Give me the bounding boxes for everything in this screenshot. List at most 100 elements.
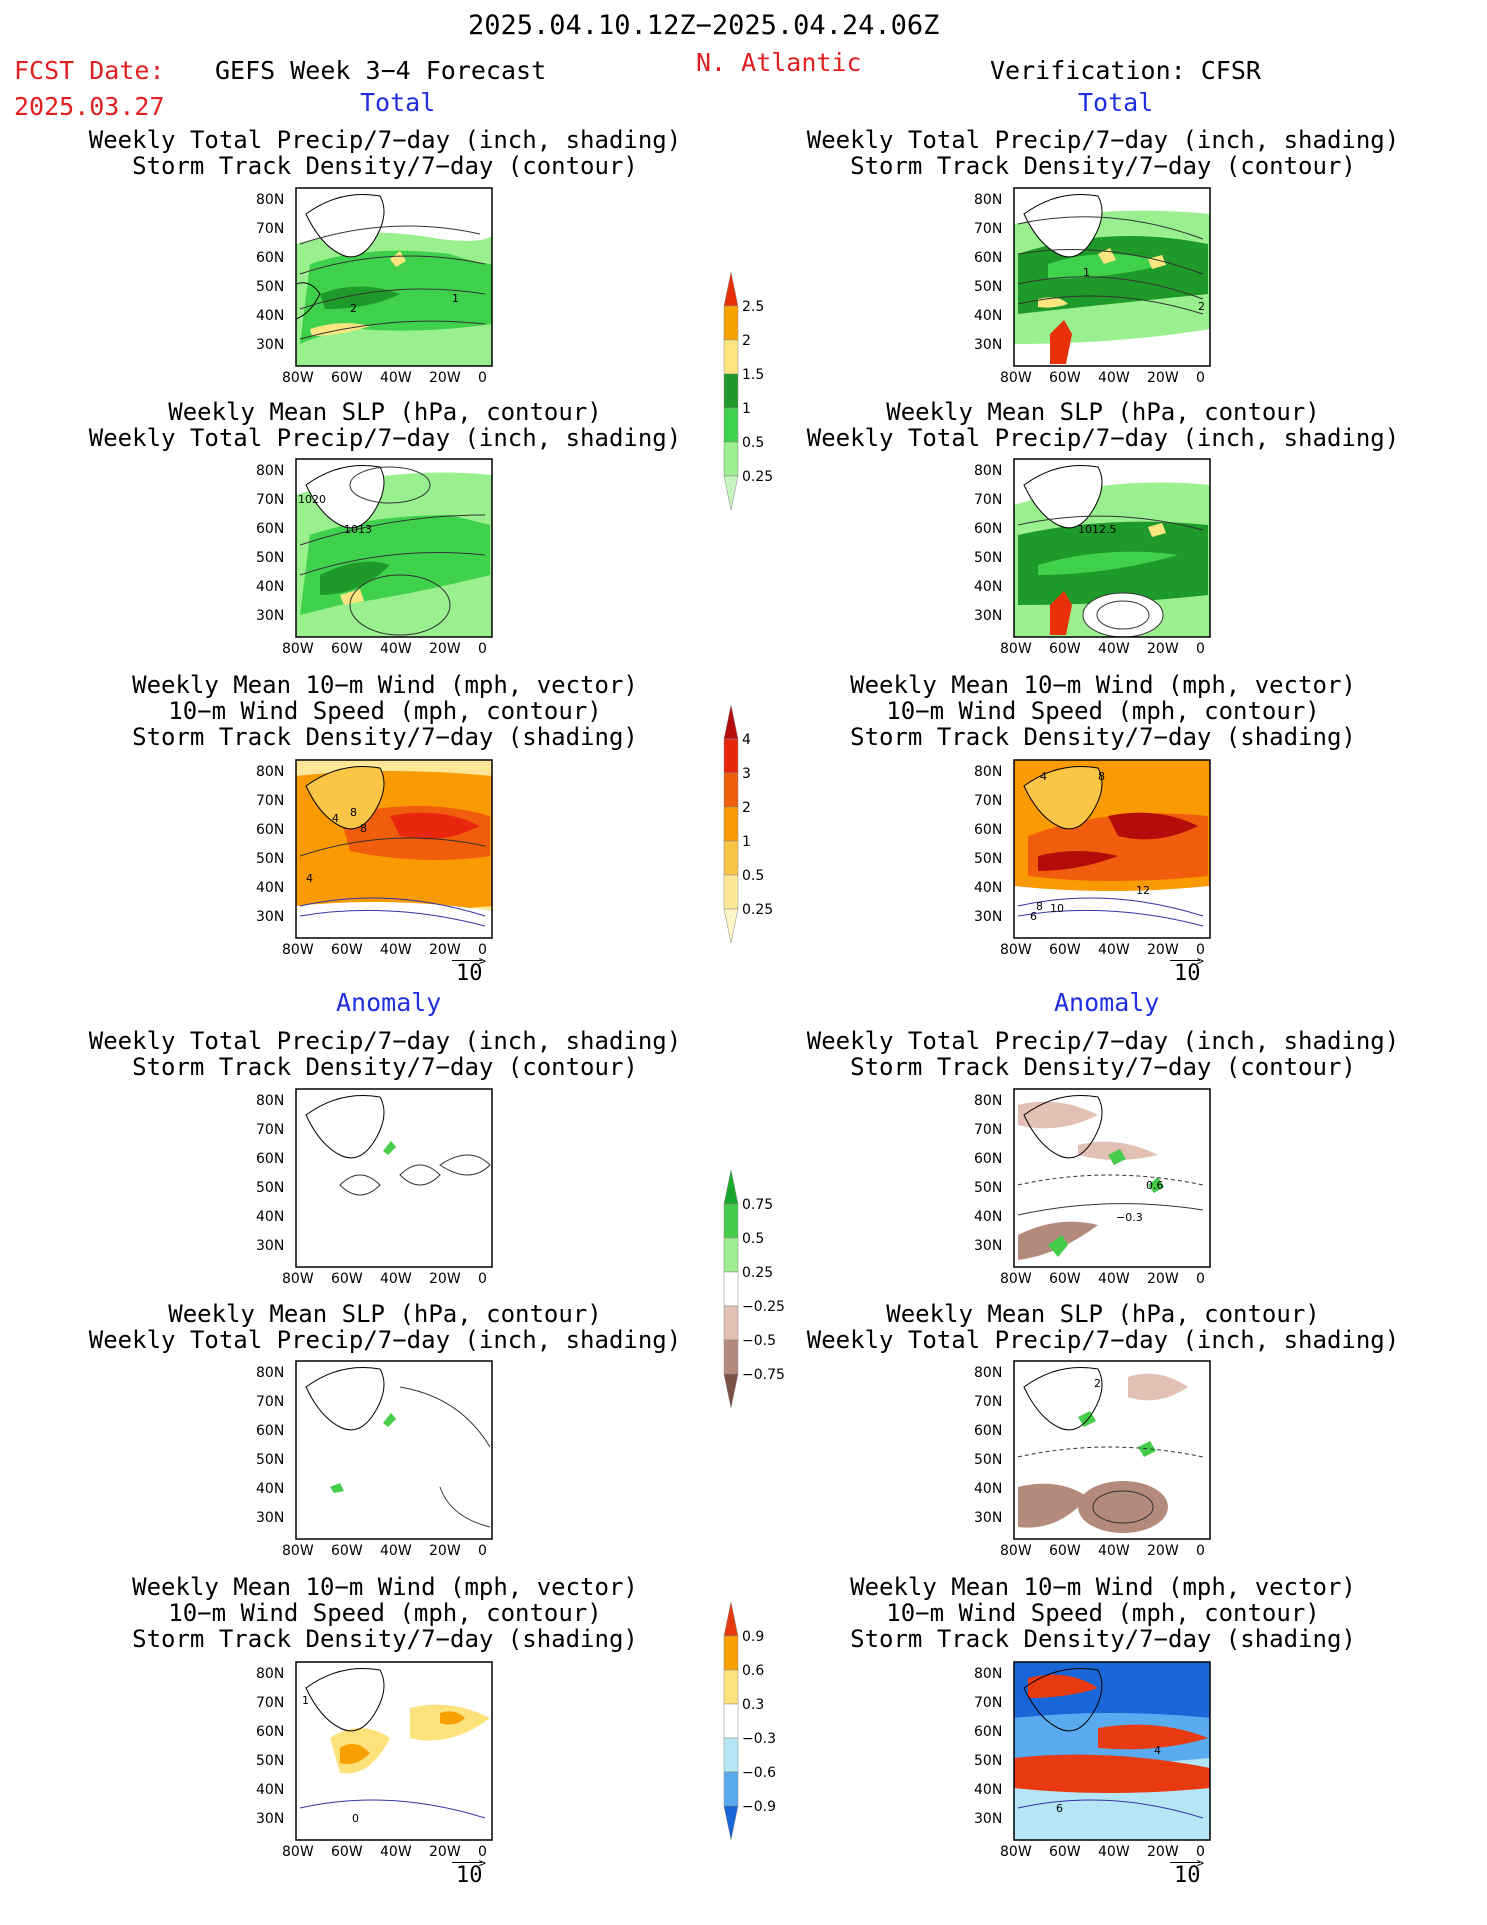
lat-tick-label: 40N bbox=[256, 1209, 285, 1225]
lon-tick-label: 40W bbox=[380, 942, 412, 958]
lat-tick-label: 40N bbox=[256, 1481, 285, 1497]
map-v-anom-slp: 2 bbox=[1013, 1360, 1211, 1540]
lat-tick-label: 50N bbox=[974, 279, 1003, 295]
title-v-anom-slp: Weekly Mean SLP (hPa, contour) Weekly Tot… bbox=[806, 1300, 1400, 1354]
lat-tick-label: 50N bbox=[256, 1180, 285, 1196]
lon-tick-label: 60W bbox=[1049, 942, 1081, 958]
lat-tick-label: 60N bbox=[974, 1423, 1003, 1439]
lat-tick-label: 50N bbox=[974, 1753, 1003, 1769]
colorbar-precip-anom: 0.75 0.5 0.25 −0.25 −0.5 −0.75 bbox=[723, 1169, 785, 1409]
lon-tick-label: 80W bbox=[282, 1543, 314, 1559]
lat-tick-label: 70N bbox=[256, 1695, 285, 1711]
colorbar-swatch bbox=[723, 806, 739, 842]
colorbar-swatch bbox=[723, 1305, 739, 1341]
lat-tick-label: 30N bbox=[256, 1510, 285, 1526]
lat-tick-label: 30N bbox=[256, 909, 285, 925]
contour-label: 8 bbox=[350, 806, 357, 819]
colorbar-storm-anom: 0.9 0.6 0.3 −0.3 −0.6 −0.9 bbox=[723, 1601, 776, 1841]
colorbar-swatch bbox=[723, 407, 739, 443]
lat-tick-label: 60N bbox=[256, 1423, 285, 1439]
colorbar-label: 0.5 bbox=[742, 435, 764, 451]
lon-tick-label: 0 bbox=[478, 641, 487, 657]
lon-tick-label: 0 bbox=[1196, 370, 1205, 386]
title-f-anom-wind: Weekly Mean 10−m Wind (mph, vector) 10−m … bbox=[132, 1573, 638, 1653]
lat-tick-label: 70N bbox=[256, 221, 285, 237]
lat-tick-label: 30N bbox=[256, 1238, 285, 1254]
lon-tick-label: 80W bbox=[282, 641, 314, 657]
map-v-total-wind: 4 8 12 8 10 6 bbox=[1013, 759, 1211, 939]
colorbar-swatch bbox=[723, 1703, 739, 1739]
lat-tick-label: 80N bbox=[974, 764, 1003, 780]
contour-label: −0.3 bbox=[1116, 1211, 1143, 1224]
lon-tick-label: 60W bbox=[331, 1543, 363, 1559]
lat-tick-label: 60N bbox=[256, 521, 285, 537]
lat-tick-label: 80N bbox=[974, 1666, 1003, 1682]
colorbar-swatch bbox=[723, 1169, 739, 1205]
lat-tick-label: 80N bbox=[974, 463, 1003, 479]
lat-tick-label: 50N bbox=[256, 851, 285, 867]
lon-tick-label: 60W bbox=[331, 641, 363, 657]
colorbar-label: −0.3 bbox=[742, 1731, 776, 1747]
lon-tick-label: 20W bbox=[429, 641, 461, 657]
lat-tick-label: 30N bbox=[256, 608, 285, 624]
contour-label: 12 bbox=[1136, 884, 1150, 897]
lat-tick-label: 50N bbox=[256, 1753, 285, 1769]
lon-tick-label: 80W bbox=[1000, 1844, 1032, 1860]
colorbar-label: 1 bbox=[742, 834, 751, 850]
lat-tick-label: 80N bbox=[974, 1365, 1003, 1381]
lat-tick-label: 70N bbox=[974, 793, 1003, 809]
contour-label: 8 bbox=[360, 822, 367, 835]
lon-tick-label: 20W bbox=[1147, 1844, 1179, 1860]
title-v-total-slp: Weekly Mean SLP (hPa, contour) Weekly Tot… bbox=[806, 398, 1400, 452]
contour-label: 4 bbox=[332, 812, 339, 825]
lon-tick-label: 40W bbox=[1098, 370, 1130, 386]
contour-label: 1 bbox=[452, 292, 459, 305]
map-f-anom-wind: 1 0 bbox=[295, 1661, 493, 1841]
lat-tick-label: 70N bbox=[256, 492, 285, 508]
contour-label: 0 bbox=[352, 1812, 359, 1825]
verification-total-label: Total bbox=[1078, 88, 1154, 117]
lon-tick-label: 40W bbox=[1098, 641, 1130, 657]
contour-label: 4 bbox=[1040, 770, 1047, 783]
colorbar-swatch bbox=[723, 1339, 739, 1375]
title-v-total-wind: Weekly Mean 10−m Wind (mph, vector) 10−m … bbox=[850, 671, 1356, 751]
lon-tick-label: 60W bbox=[1049, 641, 1081, 657]
map-v-anom-wind: 4 6 bbox=[1013, 1661, 1211, 1841]
lat-tick-label: 50N bbox=[974, 851, 1003, 867]
lat-tick-label: 70N bbox=[974, 1122, 1003, 1138]
lat-tick-label: 60N bbox=[974, 250, 1003, 266]
colorbar-label: 0.75 bbox=[742, 1197, 773, 1213]
lat-tick-label: 70N bbox=[256, 1122, 285, 1138]
map-f-anom-precip bbox=[295, 1088, 493, 1268]
lat-tick-label: 30N bbox=[974, 909, 1003, 925]
lon-tick-label: 60W bbox=[331, 370, 363, 386]
fcst-date: 2025.03.27 bbox=[14, 92, 165, 121]
colorbar-label: 0.5 bbox=[742, 868, 764, 884]
lon-tick-label: 60W bbox=[1049, 1844, 1081, 1860]
lat-tick-label: 80N bbox=[256, 463, 285, 479]
date-range: 2025.04.10.12Z−2025.04.24.06Z bbox=[468, 10, 940, 41]
title-f-total-wind: Weekly Mean 10−m Wind (mph, vector) 10−m … bbox=[132, 671, 638, 751]
lon-tick-label: 40W bbox=[380, 1271, 412, 1287]
colorbar-swatch bbox=[723, 1271, 739, 1307]
lat-tick-label: 40N bbox=[974, 1209, 1003, 1225]
colorbar-label: 2 bbox=[742, 333, 751, 349]
region-title: N. Atlantic bbox=[696, 48, 862, 77]
verification-anomaly-label: Anomaly bbox=[1054, 988, 1160, 1017]
lat-tick-label: 50N bbox=[256, 279, 285, 295]
title-f-anom-precip: Weekly Total Precip/7−day (inch, shading… bbox=[88, 1027, 682, 1081]
colorbar-label: 4 bbox=[742, 732, 751, 748]
lat-tick-label: 40N bbox=[256, 579, 285, 595]
lon-tick-label: 60W bbox=[1049, 1271, 1081, 1287]
lon-tick-label: 60W bbox=[331, 1844, 363, 1860]
lon-tick-label: 20W bbox=[429, 1271, 461, 1287]
colorbar-label: 0.9 bbox=[742, 1629, 764, 1645]
verification-title: Verification: CFSR bbox=[990, 56, 1261, 85]
vector-ref-v-total: >10 bbox=[1170, 954, 1204, 986]
lon-tick-label: 20W bbox=[1147, 641, 1179, 657]
colorbar-swatch bbox=[723, 738, 739, 774]
lat-tick-label: 50N bbox=[974, 550, 1003, 566]
lat-tick-label: 30N bbox=[256, 337, 285, 353]
lat-tick-label: 30N bbox=[974, 1238, 1003, 1254]
lat-tick-label: 80N bbox=[974, 192, 1003, 208]
